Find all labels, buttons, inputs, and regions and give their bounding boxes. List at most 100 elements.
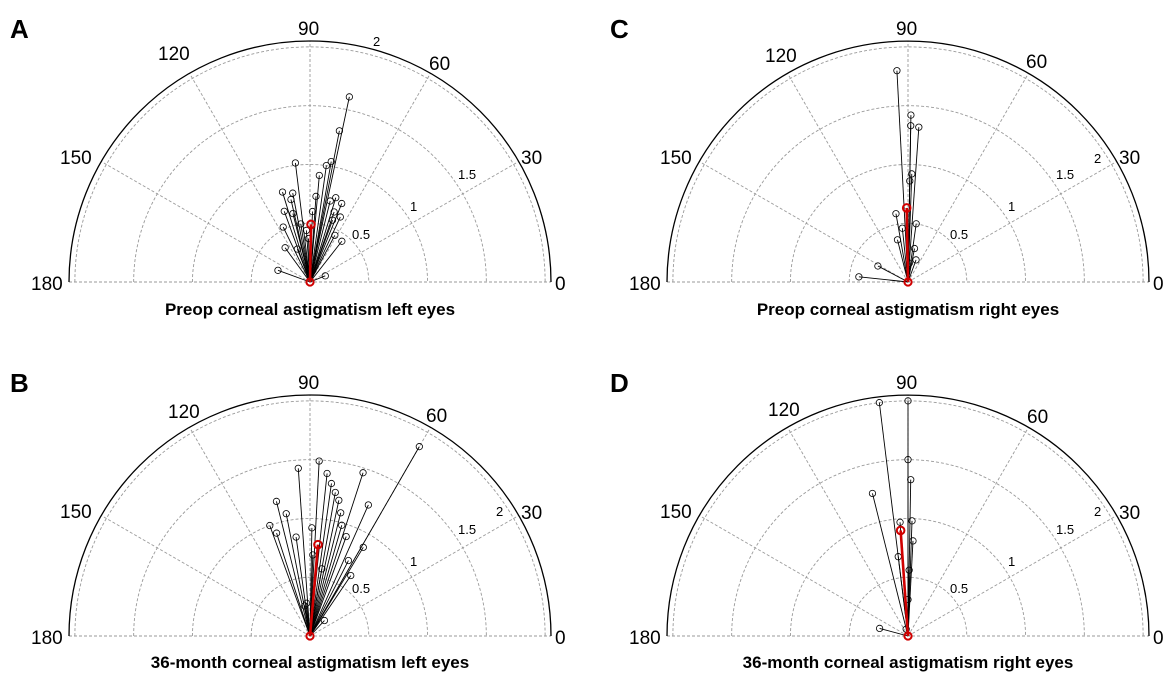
panel-b-series-0-point-18 (308, 524, 316, 532)
panel-b-series-1-point-0 (313, 539, 323, 550)
panel-b-angle-label-120: 120 (168, 402, 200, 423)
panel-b-series-0-point-12 (337, 509, 345, 517)
panel-d-series-0-vector-4 (872, 493, 909, 637)
panel-a-series-0-vector-20 (277, 269, 311, 283)
panel-c-origin-marker (903, 277, 913, 287)
panel-b-series-0-point-6 (272, 529, 281, 537)
panel-c-series-0-vector-14 (897, 239, 909, 283)
panel-c-angle-label-120: 120 (765, 46, 797, 67)
panel-b-grid-spoke-150 (101, 515, 311, 637)
panel-d-series-0-point-0 (875, 399, 883, 407)
panel-b-grid-spoke-30 (309, 515, 519, 637)
panel-a-series-0-point-9 (308, 207, 317, 216)
panel-d-angle-label-60: 60 (1027, 407, 1048, 428)
panel-a-series-0-vector-12 (309, 165, 327, 283)
panel-a-series-0-vector-15 (309, 197, 337, 283)
panel-c-angle-label-150: 150 (660, 148, 692, 169)
panel-a-series-0-point-0 (345, 93, 353, 101)
panel-d-series-1-vector-0 (899, 530, 910, 637)
panel-b-series-0-point-10 (331, 488, 339, 497)
panel-a-origin-marker (305, 277, 315, 287)
panel-d-grid-spoke-150 (699, 515, 909, 637)
panel-b-series-0-point-19 (292, 533, 300, 541)
panel-d-series-0-point-6 (896, 518, 904, 526)
panel-b-series-0-point-5 (266, 521, 274, 530)
panel-c-series-0-point-9 (910, 244, 919, 253)
panel-a-grid-ring-1 (191, 164, 429, 283)
panel-b-series-0-vector-14 (309, 536, 347, 637)
panel-b-series-0-vector-4 (276, 501, 311, 637)
panel-a-series-0-point-24 (287, 195, 295, 204)
panel-b-grid-spoke-120 (189, 427, 311, 637)
panel-a-radial-label-1: 1 (410, 199, 417, 214)
panel-d-grid-spoke-60 (907, 427, 1029, 637)
panel-c-series-0-point-2 (907, 122, 915, 130)
panel-b-origin-marker (305, 631, 315, 641)
panel-a-series-0-vector-0 (309, 96, 350, 283)
panel-a-series-0-point-4 (278, 188, 287, 196)
panel-a-series-0-vector-4 (282, 191, 311, 283)
panel-b-outer-arc (68, 394, 552, 637)
panel-c-series-0-point-6 (892, 210, 900, 218)
panel-a-grid-spoke-150 (101, 161, 311, 283)
panel-b-series-0-point-23 (301, 602, 309, 610)
panel-c-outer-arc (666, 40, 1150, 283)
panel-a-grid-ring-0.5 (250, 223, 370, 283)
panel-a-title: Preop corneal astigmatism left eyes (165, 300, 455, 319)
panel-b-series-0-vector-13 (309, 525, 343, 637)
panel-d-series-0-point-5 (908, 517, 916, 525)
panel-a-radial-label-0.5: 0.5 (352, 227, 370, 242)
panel-c-radial-label-0.5: 0.5 (950, 227, 968, 242)
panel-b-series-0-vector-15 (309, 504, 369, 637)
panel-c-series-0-point-1 (907, 111, 915, 119)
panel-a-marks (274, 93, 353, 287)
panel-c-radial-label-1: 1 (1008, 199, 1015, 214)
panel-d-grid-spoke-120 (787, 427, 909, 637)
panel-b-series-0-point-1 (359, 469, 367, 477)
panel-d-angle-label-90: 90 (896, 373, 917, 394)
panel-d-series-0-point-11 (876, 624, 884, 632)
panel-b-angle-label-90: 90 (298, 373, 319, 394)
panel-a-series-0-vector-21 (284, 247, 311, 283)
panel-b-angle-label-60: 60 (426, 406, 447, 427)
panel-c-series-0-point-11 (905, 259, 913, 267)
panel-b-series-0-point-15 (364, 501, 372, 509)
panel-a-angle-label-30: 30 (521, 148, 542, 169)
panel-b-radial-label-1: 1 (410, 554, 417, 569)
panel-c-series-0-point-12 (874, 262, 882, 270)
panel-a-grid-spoke-120 (189, 73, 311, 283)
panel-d-grid-ring-1 (789, 518, 1027, 637)
panel-a-angle-label-150: 150 (60, 148, 92, 169)
panel-b-letter: B (10, 368, 29, 398)
panel-b-grid (68, 394, 552, 637)
panel-a-angle-label-0: 0 (555, 274, 566, 295)
panel-b-series-0-point-4 (272, 497, 281, 505)
panel-d-letter: D (610, 368, 629, 398)
panel-a-angle-label-180: 180 (31, 274, 63, 295)
panel-b-series-0-vector-19 (295, 536, 311, 637)
panel-a-series-0-vector-13 (309, 161, 332, 283)
panel-a-series-1-vector-0 (308, 224, 313, 283)
panel-c-radial-label-2: 2 (1094, 151, 1101, 166)
panel-a-series-0-point-19 (321, 272, 329, 280)
panel-c-grid-spoke-60 (907, 73, 1029, 283)
panel-a-series-0-point-21 (281, 244, 289, 252)
panel-c-angle-label-90: 90 (896, 19, 917, 40)
panel-a-outer-arc (68, 40, 552, 283)
panel-d-radial-label-0.5: 0.5 (950, 581, 968, 596)
panel-d-series-1-point-0 (895, 525, 906, 536)
panel-c-series-0-point-4 (908, 170, 916, 178)
panel-b-series-0-point-16 (359, 543, 367, 551)
panel-c-series-0-point-7 (898, 224, 906, 232)
panel-b-series-0-point-3 (294, 464, 302, 472)
panel-a-series-0-vector-18 (309, 240, 343, 283)
panel-b-marks (266, 443, 423, 641)
panel-c-radial-label-1.5: 1.5 (1056, 167, 1074, 182)
panel-c-grid-spoke-120 (787, 73, 909, 283)
panel-b-series-0-vector-25 (309, 560, 349, 637)
panel-c-grid-spoke-30 (907, 161, 1117, 283)
panel-b-series-0-point-2 (315, 457, 323, 465)
panel-b-title: 36-month corneal astigmatism left eyes (151, 653, 469, 672)
panel-a-series-0-point-27 (338, 199, 346, 208)
panel-b-series-0-point-21 (318, 565, 326, 573)
